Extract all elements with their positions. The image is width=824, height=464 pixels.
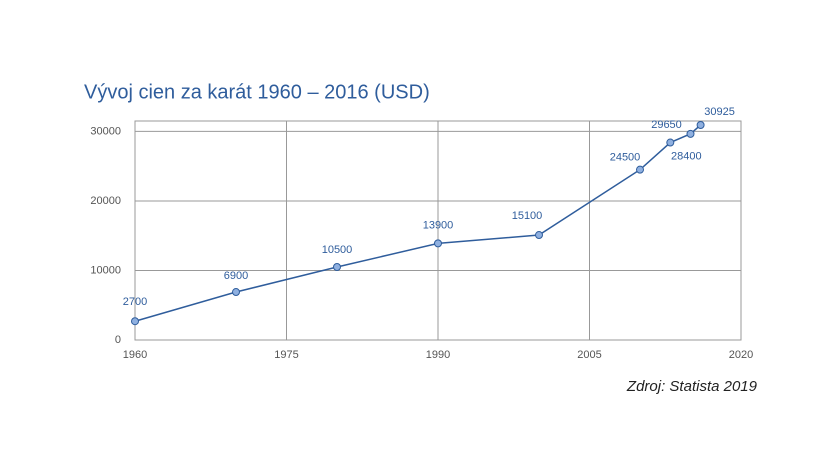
chart-title: Vývoj cien za karát 1960 – 2016 (USD) [84,81,430,103]
data-label: 24500 [610,152,641,164]
data-point [333,263,341,271]
data-label: 30925 [704,106,735,118]
data-point [131,317,139,326]
data-point [666,138,675,147]
data-label: 29650 [651,119,682,131]
source-note: Zdroj: Statista 2019 [626,378,758,395]
x-tick-label: 1990 [426,349,450,361]
data-point [434,239,442,248]
data-point [535,231,543,240]
data-label: 13900 [423,219,454,231]
x-tick-label: 1975 [274,349,298,361]
y-tick-label: 20000 [90,195,121,207]
x-tick-label: 2020 [729,349,753,361]
data-point [686,129,695,138]
data-point [232,288,240,297]
data-label: 2700 [123,296,147,308]
data-label: 15100 [512,210,543,222]
y-tick-label: 30000 [90,125,121,137]
data-label: 28400 [671,150,702,162]
x-tick-label: 2005 [577,349,601,361]
data-point [636,165,644,174]
data-point [696,120,705,129]
y-tick-label: 0 [115,334,121,346]
data-label: 6900 [224,270,248,282]
data-label: 10500 [322,244,353,256]
y-tick-label: 10000 [90,264,121,276]
x-tick-label: 1960 [123,349,147,361]
